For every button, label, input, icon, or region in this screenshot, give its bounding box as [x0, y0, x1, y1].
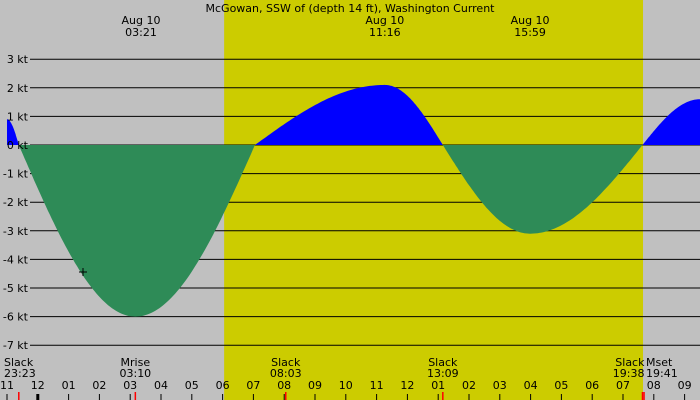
annotation-date: Aug 10 — [511, 14, 550, 27]
ebb-current-area — [7, 145, 700, 317]
hour-tick-label: 07 — [616, 379, 630, 392]
y-tick-label: 0 kt — [7, 139, 29, 152]
event-time: 13:09 — [427, 367, 459, 380]
crosshair-cursor-icon — [79, 268, 87, 276]
hour-tick-label: 03 — [123, 379, 137, 392]
event-label: Mrise — [121, 356, 151, 369]
hour-tick-label: 05 — [185, 379, 199, 392]
event-time: 03:10 — [119, 367, 151, 380]
hour-tick-label: 11 — [0, 379, 14, 392]
hour-tick-label: 10 — [339, 379, 353, 392]
hour-tick-label: 08 — [647, 379, 661, 392]
y-tick-label: -3 kt — [3, 225, 29, 238]
annotation-date: Aug 10 — [121, 14, 160, 27]
hour-tick-label: 04 — [524, 379, 538, 392]
hour-tick-label: 01 — [62, 379, 76, 392]
y-tick-label: -1 kt — [3, 168, 29, 181]
annotation-time: 03:21 — [125, 26, 157, 39]
annotation-time: 11:16 — [369, 26, 401, 39]
hour-tick-label: 06 — [585, 379, 599, 392]
event-time: 19:41 — [646, 367, 678, 380]
y-tick-label: -7 kt — [3, 339, 29, 352]
y-tick-label: -5 kt — [3, 282, 29, 295]
hour-tick-label: 05 — [554, 379, 568, 392]
hour-tick-label: 07 — [246, 379, 260, 392]
y-tick-label: -2 kt — [3, 196, 29, 209]
chart-title: McGowan, SSW of (depth 14 ft), Washingto… — [206, 2, 496, 15]
hour-tick-label: 02 — [92, 379, 106, 392]
hour-axis: 11 12 01 02 03 04 05 06 07 08 09 10 11 12 01 02 03 04 05 06… — [0, 379, 692, 400]
y-tick-label: 3 kt — [7, 53, 29, 66]
event-label: Slack — [271, 356, 301, 369]
hour-tick-label: 03 — [493, 379, 507, 392]
event-time: 19:38 — [613, 367, 645, 380]
y-tick-label: 1 kt — [7, 110, 29, 123]
flood-current-area — [7, 84, 700, 145]
hour-tick-label: 01 — [431, 379, 445, 392]
event-label: Slack — [4, 356, 34, 369]
annotation-date: Aug 10 — [365, 14, 404, 27]
event-label: Slack — [428, 356, 458, 369]
y-tick-label: 2 kt — [7, 82, 29, 95]
hour-tick-label: 12 — [400, 379, 414, 392]
hour-tick-label: 09 — [308, 379, 322, 392]
hour-tick-label: 02 — [462, 379, 476, 392]
hour-tick-label: 11 — [370, 379, 384, 392]
event-label: Mset — [646, 356, 673, 369]
hour-tick-label: 09 — [678, 379, 692, 392]
slack-moon-events: Slack23:23Mrise03:10Slack08:03Slack13:09… — [4, 356, 678, 380]
annotation-time: 15:59 — [514, 26, 546, 39]
y-tick-label: -6 kt — [3, 311, 29, 324]
hour-tick-label: 06 — [216, 379, 230, 392]
event-time: 23:23 — [4, 367, 36, 380]
event-label: Slack — [615, 356, 645, 369]
hour-tick-label: 12 — [31, 379, 45, 392]
y-axis-tick-labels: 3 kt 2 kt 1 kt 0 kt -1 kt -2 kt -3 kt -4 kt -5 k… — [3, 53, 29, 352]
y-tick-label: -4 kt — [3, 253, 29, 266]
hour-tick-label: 04 — [154, 379, 168, 392]
event-time: 08:03 — [270, 367, 302, 380]
hour-tick-label: 08 — [277, 379, 291, 392]
